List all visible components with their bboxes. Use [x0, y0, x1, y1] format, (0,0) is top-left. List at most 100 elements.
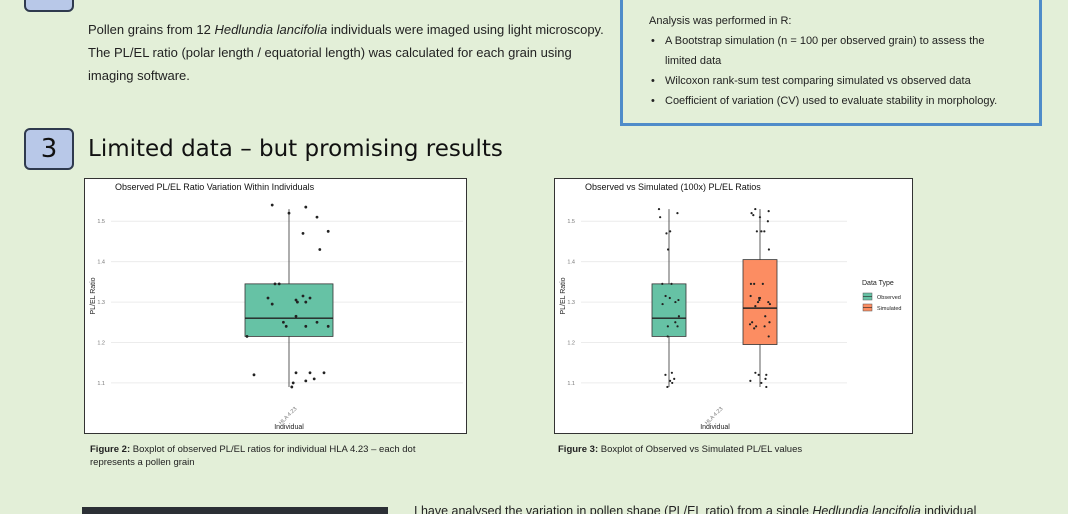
y-tick-label: 1.1: [97, 381, 105, 387]
figure-2-chart: Observed PL/EL Ratio Variation Within In…: [84, 178, 467, 434]
results-paragraph: I have analysed the variation in pollen …: [414, 504, 977, 514]
x-axis-label: Individual: [274, 424, 304, 431]
data-point: [758, 298, 761, 302]
data-point: [754, 371, 757, 374]
box: [742, 259, 778, 345]
data-point: [757, 373, 760, 376]
data-point: [753, 282, 756, 285]
data-point: [755, 230, 758, 233]
data-point: [666, 385, 669, 389]
figure-2-caption: Figure 2: Boxplot of observed PL/EL rati…: [90, 444, 416, 468]
data-point: [767, 248, 771, 251]
data-point: [666, 325, 669, 328]
data-point: [308, 296, 312, 300]
data-point: [748, 323, 752, 326]
data-point: [294, 298, 298, 302]
y-tick-label: 1.2: [97, 340, 105, 346]
data-point: [664, 373, 667, 376]
legend-label: Observed: [877, 295, 901, 301]
data-point: [765, 385, 768, 389]
data-point: [750, 212, 753, 215]
y-tick-label: 1.5: [97, 219, 105, 225]
data-point: [674, 321, 677, 324]
data-point: [312, 377, 316, 381]
data-point: [659, 216, 662, 219]
analysis-item: A Bootstrap simulation (n = 100 per obse…: [649, 31, 1019, 71]
data-point: [291, 381, 295, 385]
analysis-item: Wilcoxon rank-sum test comparing simulat…: [649, 71, 1027, 91]
data-point: [657, 207, 661, 211]
data-point: [677, 315, 681, 318]
figure-3-caption: Figure 3: Boxplot of Observed vs Simulat…: [558, 444, 803, 455]
data-point: [749, 294, 752, 298]
data-point: [315, 215, 319, 219]
data-point: [270, 302, 274, 306]
data-point: [661, 302, 664, 306]
data-point: [749, 282, 753, 285]
data-point: [326, 324, 330, 328]
analysis-heading: Analysis was performed in R:: [649, 15, 792, 27]
data-point: [674, 300, 677, 304]
data-point: [767, 335, 770, 338]
data-point: [758, 296, 761, 300]
data-point: [765, 373, 768, 376]
data-point: [677, 298, 680, 302]
microscopy-image: [82, 507, 388, 514]
data-point: [270, 203, 274, 207]
data-point: [245, 335, 249, 338]
x-axis-label: Individual: [700, 424, 730, 431]
data-point: [676, 212, 679, 215]
legend-title: Data Type: [862, 280, 894, 287]
section-number-badge: 3: [24, 128, 74, 170]
y-tick-label: 1.4: [97, 260, 105, 266]
data-point: [754, 305, 757, 308]
data-point: [756, 300, 760, 304]
data-point: [266, 296, 270, 300]
data-point: [760, 381, 763, 385]
data-point: [763, 325, 766, 328]
box: [244, 283, 334, 337]
data-point: [764, 315, 767, 318]
data-point: [304, 205, 308, 209]
data-point: [315, 320, 319, 324]
y-tick-label: 1.3: [97, 300, 105, 306]
analysis-box: Analysis was performed in R: A Bootstrap…: [620, 0, 1042, 126]
data-point: [768, 321, 771, 324]
data-point: [304, 300, 308, 304]
data-point: [296, 300, 299, 304]
data-point: [752, 214, 755, 217]
data-point: [768, 302, 772, 306]
figure-2-svg: Observed PL/EL Ratio Variation Within In…: [90, 182, 463, 431]
data-point: [758, 216, 762, 219]
figure-3-chart: Observed vs Simulated (100x) PL/EL Ratio…: [554, 178, 913, 434]
chart-title: Observed vs Simulated (100x) PL/EL Ratio…: [585, 182, 761, 192]
legend-label: Simulated: [877, 306, 901, 312]
data-point: [673, 377, 676, 380]
data-point: [764, 377, 767, 380]
data-point: [666, 248, 670, 251]
data-point: [671, 381, 674, 385]
y-axis-label: PL/EL Ratio: [560, 277, 567, 314]
data-point: [670, 282, 673, 285]
data-point: [290, 385, 294, 389]
data-point: [322, 371, 326, 375]
data-point: [308, 371, 312, 375]
data-point: [760, 230, 763, 233]
data-point: [287, 211, 291, 215]
data-point: [284, 324, 288, 328]
data-point: [666, 335, 669, 338]
data-point: [282, 320, 285, 324]
data-point: [301, 231, 305, 235]
data-point: [761, 282, 764, 285]
data-point: [304, 324, 308, 328]
analysis-item: Coefficient of variation (CV) used to ev…: [649, 91, 1027, 111]
data-point: [661, 282, 664, 285]
data-point: [669, 230, 672, 233]
data-point: [755, 325, 758, 328]
data-point: [751, 321, 754, 324]
analysis-list: A Bootstrap simulation (n = 100 per obse…: [649, 31, 1027, 111]
figure-3-svg: Observed vs Simulated (100x) PL/EL Ratio…: [560, 182, 901, 431]
y-tick-label: 1.2: [567, 340, 575, 346]
data-point: [294, 371, 298, 375]
chart-title: Observed PL/EL Ratio Variation Within In…: [115, 182, 315, 192]
